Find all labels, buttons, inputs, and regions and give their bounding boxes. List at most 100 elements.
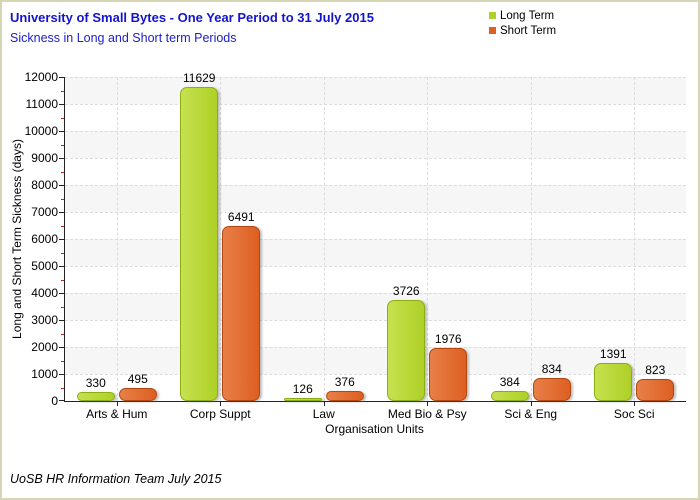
chart-subtitle: Sickness in Long and Short term Periods xyxy=(10,31,237,45)
y-axis-major-tick xyxy=(59,104,64,105)
bar-value-label: 495 xyxy=(127,372,148,386)
plot-area: 330 11629 126 3726 384 1391 495 6491 376 1976 834 8… xyxy=(59,71,686,421)
y-axis-minor-tick xyxy=(61,388,64,389)
bar-long-term xyxy=(594,363,633,401)
y-axis-major-tick xyxy=(59,374,64,375)
y-axis-tick-label: 11000 xyxy=(25,97,58,111)
bar-value-label: 126 xyxy=(292,382,313,396)
legend-item-short-term: Short Term xyxy=(489,23,556,38)
y-axis-tick-label: 2000 xyxy=(31,340,58,354)
y-axis-major-tick xyxy=(59,77,64,78)
y-axis-minor-tick xyxy=(61,253,64,254)
grid-band xyxy=(65,239,686,266)
y-axis-major-tick xyxy=(59,400,64,401)
legend-label-short-term: Short Term xyxy=(500,24,557,37)
y-axis-major-tick xyxy=(59,266,64,267)
y-axis-minor-tick xyxy=(61,307,64,308)
bar-long-term xyxy=(180,87,219,401)
x-axis-tick xyxy=(116,402,118,406)
footer-credit: UoSB HR Information Team July 2015 xyxy=(10,472,222,486)
grid-band xyxy=(65,374,686,401)
chart-title: University of Small Bytes - One Year Per… xyxy=(10,10,374,25)
vertical-gridline xyxy=(427,77,429,401)
y-axis-tick-label: 9000 xyxy=(31,151,58,165)
bar-value-label: 6491 xyxy=(227,210,255,224)
bar-short-term xyxy=(222,226,261,401)
y-axis-tick-label: 3000 xyxy=(31,313,58,327)
x-category-label: Corp Suppt xyxy=(189,407,251,421)
x-category-label: Law xyxy=(312,407,335,421)
grid-band xyxy=(65,131,686,158)
x-category-label: Arts & Hum xyxy=(86,407,148,421)
vertical-gridline xyxy=(634,77,636,401)
x-axis-tick xyxy=(530,402,532,406)
y-axis-major-tick xyxy=(59,320,64,321)
y-axis-major-tick xyxy=(59,239,64,240)
x-axis-tick xyxy=(427,402,429,406)
bar-short-term xyxy=(429,348,468,401)
y-axis-minor-tick xyxy=(61,145,64,146)
bar-long-term xyxy=(387,300,426,401)
y-axis-major-tick xyxy=(59,347,64,348)
y-axis-minor-tick xyxy=(61,118,64,119)
bar-value-label: 11629 xyxy=(183,71,216,85)
y-axis-major-tick xyxy=(59,212,64,213)
vertical-gridline xyxy=(323,77,325,401)
grid-band xyxy=(65,104,686,131)
legend-item-long-term: Long Term xyxy=(489,8,556,23)
y-axis-tick-label: 6000 xyxy=(31,232,58,246)
grid-band xyxy=(65,266,686,293)
grid-band xyxy=(65,293,686,320)
x-category-label: Med Bio & Psy xyxy=(387,407,467,421)
vertical-gridline xyxy=(220,77,222,401)
bar-value-label: 834 xyxy=(541,362,562,376)
grid-band xyxy=(65,185,686,212)
legend-label-long-term: Long Term xyxy=(500,9,555,22)
grid-band xyxy=(65,158,686,185)
bar-short-term xyxy=(636,379,675,401)
legend: Long Term Short Term xyxy=(489,8,556,38)
y-axis-minor-tick xyxy=(61,361,64,362)
bar-value-label: 384 xyxy=(499,375,520,389)
bar-long-term xyxy=(76,392,115,401)
y-axis-tick-label: 12000 xyxy=(24,70,58,84)
y-axis-minor-tick xyxy=(61,199,64,200)
x-category-label: Soc Sci xyxy=(613,407,655,421)
grid-band xyxy=(65,212,686,239)
y-axis-major-tick xyxy=(59,131,64,132)
bar-value-label: 823 xyxy=(645,363,666,377)
bar-long-term xyxy=(283,398,322,401)
bar-value-label: 330 xyxy=(85,376,106,390)
x-axis-tick xyxy=(220,402,222,406)
bar-long-term xyxy=(490,391,529,401)
y-axis-tick-labels: 0 1000 2000 3000 4000 5000 6000 7000 8000 9000 100… xyxy=(2,71,58,407)
y-axis-tick-label: 7000 xyxy=(31,205,58,219)
legend-swatch-long-term-icon xyxy=(489,12,496,19)
x-axis-title: Organisation Units xyxy=(325,422,424,436)
y-axis-minor-tick xyxy=(61,172,64,173)
y-axis-tick-label: 4000 xyxy=(31,286,58,300)
bar-value-label: 3726 xyxy=(392,284,420,298)
y-axis-minor-tick xyxy=(61,91,64,92)
y-axis-major-tick xyxy=(59,293,64,294)
vertical-gridline xyxy=(530,77,532,401)
y-axis-tick-label: 1000 xyxy=(31,367,58,381)
x-axis-tick xyxy=(323,402,325,406)
grid-band xyxy=(65,77,686,104)
bar-short-term xyxy=(532,378,571,401)
bar-short-term xyxy=(118,388,157,401)
y-axis-minor-tick xyxy=(61,226,64,227)
x-axis-tick xyxy=(634,402,636,406)
bar-short-term xyxy=(325,391,364,401)
y-axis-tick-label: 0 xyxy=(51,394,58,408)
grid-band xyxy=(65,347,686,374)
y-axis-tick-label: 5000 xyxy=(31,259,58,273)
bar-value-label: 1391 xyxy=(599,347,627,361)
grid-band xyxy=(65,320,686,347)
x-category-label: Sci & Eng xyxy=(504,407,558,421)
y-axis-tick-label: 8000 xyxy=(31,178,58,192)
y-axis-minor-tick xyxy=(61,280,64,281)
y-axis-major-tick xyxy=(59,185,64,186)
y-axis-minor-tick xyxy=(61,334,64,335)
